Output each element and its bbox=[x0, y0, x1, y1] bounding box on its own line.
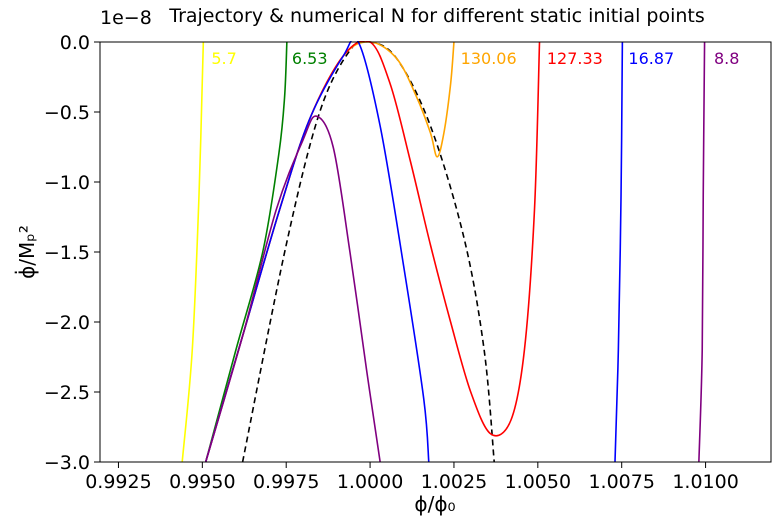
x-axis-label: ϕ/ϕ₀ bbox=[414, 492, 455, 516]
x-tick-label: 1.0100 bbox=[672, 471, 738, 493]
y-tick-label: −3.0 bbox=[44, 452, 90, 474]
trajectory-line bbox=[204, 41, 288, 462]
endpoint-label: 5.7 bbox=[211, 49, 236, 68]
y-tick-label: 0.0 bbox=[60, 32, 90, 54]
endpoint-label: 16.87 bbox=[628, 49, 674, 68]
y-axis: 0.0 −0.5 −1.0 −1.5 −2.0 −2.5 −3.0 bbox=[44, 32, 100, 474]
endpoint-label: 6.53 bbox=[292, 49, 328, 68]
x-tick-label: 0.9975 bbox=[253, 471, 319, 493]
x-tick-label: 0.9950 bbox=[169, 471, 235, 493]
trajectory-line bbox=[181, 41, 205, 462]
annotation-layer: 5.7 6.53 130.06 127.33 16.87 8.8 bbox=[211, 49, 739, 68]
x-tick-label: 1.0050 bbox=[505, 471, 571, 493]
y-tick-label: −1.5 bbox=[44, 242, 90, 264]
x-tick-label: 1.0025 bbox=[421, 471, 487, 493]
trajectory-line bbox=[698, 41, 706, 462]
endpoint-label: 8.8 bbox=[714, 49, 739, 68]
x-axis: 0.9925 0.9950 0.9975 1.0000 1.0025 1.0050 1.00… bbox=[85, 462, 739, 493]
y-axis-label: ϕ̇/Mₚ² bbox=[14, 225, 39, 279]
endpoint-label: 130.06 bbox=[461, 49, 517, 68]
y-tick-label: −1.0 bbox=[44, 172, 90, 194]
x-tick-label: 1.0000 bbox=[337, 471, 403, 493]
trajectory-line bbox=[204, 41, 430, 462]
trajectory-line bbox=[204, 115, 381, 462]
y-offset-label: 1e−8 bbox=[100, 7, 152, 29]
y-tick-label: −2.0 bbox=[44, 312, 90, 334]
y-tick-label: −0.5 bbox=[44, 102, 90, 124]
trajectory-line bbox=[614, 41, 624, 462]
endpoint-label: 127.33 bbox=[547, 49, 603, 68]
chart-title: Trajectory & numerical N for different s… bbox=[168, 5, 705, 27]
series-layer bbox=[181, 41, 706, 462]
x-tick-label: 1.0075 bbox=[588, 471, 654, 493]
y-tick-label: −2.5 bbox=[44, 382, 90, 404]
x-tick-label: 0.9925 bbox=[85, 471, 151, 493]
